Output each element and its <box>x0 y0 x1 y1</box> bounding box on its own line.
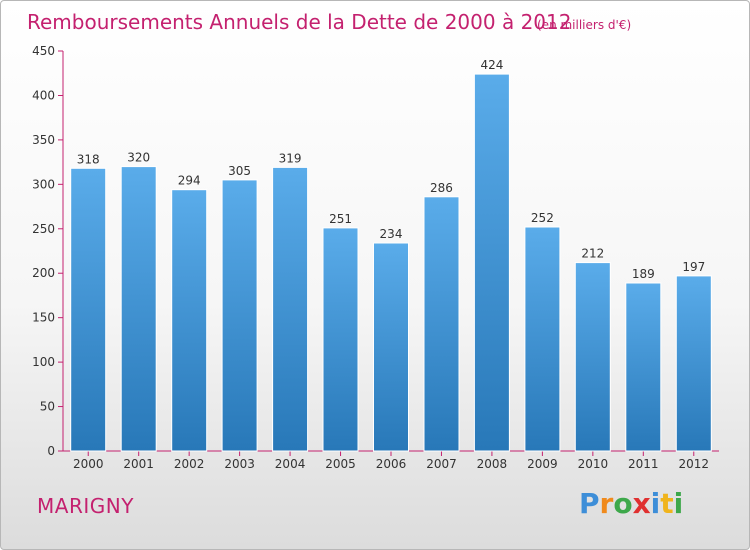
data-label-2004: 319 <box>279 151 302 165</box>
logo-letter: o <box>613 487 633 520</box>
data-label-2001: 320 <box>127 151 150 165</box>
bar-2007 <box>423 196 460 452</box>
x-tick-label-2008: 2008 <box>477 457 508 471</box>
y-axis: 0 50 100 150 200 250 300 350 400 450 <box>32 44 64 458</box>
y-tick-label: 100 <box>32 355 55 369</box>
bar-2012 <box>675 275 712 452</box>
y-tick-label: 0 <box>47 444 55 458</box>
x-tick-label-2009: 2009 <box>527 457 558 471</box>
x-tick-label-2006: 2006 <box>376 457 407 471</box>
y-tick-label: 50 <box>40 400 55 414</box>
data-label-2010: 212 <box>581 247 604 261</box>
x-axis: 2000 2001 2002 2003 2004 2005 2006 2007 2008 2009… <box>63 450 719 471</box>
bar-2004 <box>272 166 309 452</box>
bar-2003 <box>221 179 258 452</box>
x-tick-label-2003: 2003 <box>224 457 255 471</box>
chart-title: Remboursements Annuels de la Dette de 20… <box>27 10 571 34</box>
x-tick-label-2007: 2007 <box>426 457 457 471</box>
bar-2009 <box>524 226 561 452</box>
data-label-2008: 424 <box>480 58 503 72</box>
bar-2011 <box>625 282 662 452</box>
logo-letter: i <box>673 487 684 520</box>
data-label-2009: 252 <box>531 211 554 225</box>
bars: 318 320 294 305 319 251 234 286 424 252 212 189 197 <box>70 58 712 452</box>
proxiti-logo: Proxiti <box>579 487 683 520</box>
x-tick-label-2004: 2004 <box>275 457 306 471</box>
bar-2005 <box>322 227 359 452</box>
data-label-2007: 286 <box>430 181 453 195</box>
data-label-2006: 234 <box>380 227 403 241</box>
bar-2001 <box>120 166 157 452</box>
y-tick-label: 400 <box>32 88 55 102</box>
x-tick-label-2000: 2000 <box>73 457 104 471</box>
data-label-2012: 197 <box>682 260 705 274</box>
y-tick-label: 150 <box>32 311 55 325</box>
commune-name: MARIGNY <box>37 494 134 518</box>
bar-2000 <box>70 167 107 452</box>
data-label-2003: 305 <box>228 164 251 178</box>
y-tick-label: 250 <box>32 222 55 236</box>
x-tick-label-2011: 2011 <box>628 457 659 471</box>
chart-subtitle: (en milliers d'€) <box>537 18 631 32</box>
data-label-2005: 251 <box>329 212 352 226</box>
data-label-2000: 318 <box>77 152 100 166</box>
y-tick-label: 350 <box>32 133 55 147</box>
logo-letter: t <box>660 487 674 520</box>
bar-2006 <box>373 242 409 452</box>
x-tick-label-2005: 2005 <box>325 457 356 471</box>
data-label-2011: 189 <box>632 267 655 281</box>
logo-letter: i <box>650 487 661 520</box>
y-tick-label: 450 <box>32 44 55 58</box>
x-tick-label-2002: 2002 <box>174 457 205 471</box>
data-label-2002: 294 <box>178 174 201 188</box>
y-tick-label: 300 <box>32 177 55 191</box>
logo-letter: r <box>599 487 614 520</box>
x-tick-label-2012: 2012 <box>678 457 709 471</box>
logo-letter: P <box>579 487 600 520</box>
bar-2002 <box>171 189 208 452</box>
logo-letter: x <box>632 487 651 520</box>
x-tick-label-2001: 2001 <box>123 457 154 471</box>
y-tick-label: 200 <box>32 266 55 280</box>
x-tick-label-2010: 2010 <box>578 457 609 471</box>
bar-2010 <box>574 262 611 452</box>
bar-2008 <box>473 73 510 452</box>
